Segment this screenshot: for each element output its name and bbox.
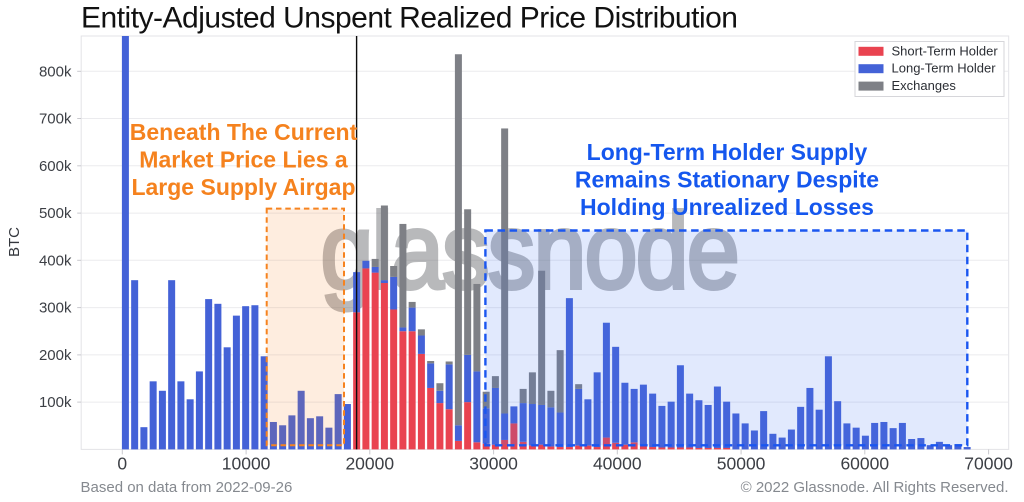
svg-text:Beneath The Current: Beneath The Current: [130, 119, 358, 145]
svg-text:400k: 400k: [39, 252, 72, 269]
svg-text:50000: 50000: [717, 454, 766, 474]
svg-text:100k: 100k: [39, 394, 72, 411]
svg-text:30000: 30000: [469, 454, 518, 474]
svg-text:Long-Term Holder: Long-Term Holder: [892, 61, 997, 76]
svg-text:20000: 20000: [345, 454, 394, 474]
svg-text:40000: 40000: [593, 454, 642, 474]
svg-text:700k: 700k: [39, 111, 72, 128]
svg-text:600k: 600k: [39, 158, 72, 175]
svg-text:70000: 70000: [964, 454, 1013, 474]
svg-text:60000: 60000: [840, 454, 889, 474]
svg-text:500k: 500k: [39, 205, 72, 222]
svg-text:10000: 10000: [222, 454, 271, 474]
svg-text:Based on data from 2022-09-26: Based on data from 2022-09-26: [81, 479, 293, 496]
svg-text:Remains Stationary Despite: Remains Stationary Despite: [575, 167, 879, 193]
svg-text:300k: 300k: [39, 300, 72, 317]
svg-text:200k: 200k: [39, 347, 72, 364]
svg-text:Entity-Adjusted Unspent Realiz: Entity-Adjusted Unspent Realized Price D…: [81, 2, 738, 35]
svg-text:0: 0: [117, 454, 127, 474]
svg-text:BTC: BTC: [6, 227, 23, 257]
svg-text:Market Price Lies a: Market Price Lies a: [139, 147, 348, 173]
svg-text:Exchanges: Exchanges: [892, 78, 957, 93]
svg-text:800k: 800k: [39, 63, 72, 80]
svg-text:© 2022 Glassnode. All Rights R: © 2022 Glassnode. All Rights Reserved.: [741, 479, 1009, 496]
svg-text:Large Supply Airgap: Large Supply Airgap: [131, 174, 355, 200]
svg-text:Short-Term Holder: Short-Term Holder: [892, 43, 999, 58]
svg-text:Holding Unrealized Losses: Holding Unrealized Losses: [580, 194, 874, 220]
svg-text:Long-Term Holder Supply: Long-Term Holder Supply: [587, 139, 868, 165]
